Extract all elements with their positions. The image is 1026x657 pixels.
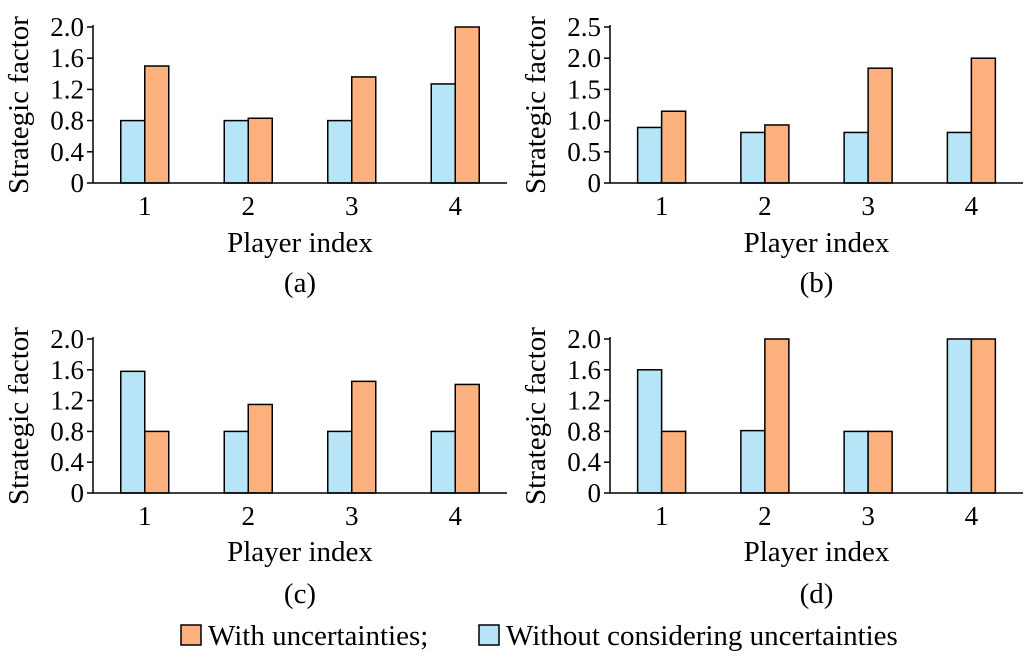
legend-swatch-with — [180, 624, 202, 646]
bar-with-3 — [351, 76, 377, 184]
y-tick-label: 0 — [71, 168, 85, 198]
bar-without-4 — [430, 430, 456, 494]
y-tick-label: 0.8 — [50, 416, 84, 446]
y-tick-label: 0.4 — [567, 447, 601, 477]
x-tick-label: 3 — [345, 191, 359, 221]
chart-panel-3: 1 2 3 4 00.40.81.21.62.0 Player index Strategi… — [3, 324, 507, 610]
y-tick-label: 2.0 — [567, 324, 601, 354]
bar-with-2 — [247, 117, 273, 184]
bar-without-1 — [636, 126, 663, 184]
y-tick-label: 0.8 — [50, 106, 84, 136]
x-tick-label: 4 — [449, 191, 463, 221]
y-tick-label: 1.0 — [567, 106, 601, 136]
bar-without-3 — [843, 131, 869, 184]
legend: With uncertainties; Without considering … — [180, 620, 898, 652]
panel-label: (b) — [800, 267, 834, 299]
chart-panel-4: 1 2 3 4 00.40.81.21.62.0 Player index Strategi… — [520, 324, 1023, 610]
bar-without-1 — [120, 370, 146, 494]
bar-without-4 — [946, 338, 973, 494]
x-tick-label: 2 — [758, 501, 772, 531]
y-tick-label: 2.5 — [567, 12, 601, 42]
bar-without-3 — [327, 119, 353, 184]
bar-with-2 — [247, 403, 273, 494]
x-axis-label: Player index — [744, 227, 890, 259]
bar-with-1 — [660, 430, 687, 494]
y-tick-label: 0 — [71, 478, 85, 508]
x-tick-label: 4 — [965, 501, 979, 531]
x-tick-label: 1 — [138, 191, 152, 221]
x-tick-label: 3 — [861, 191, 875, 221]
y-tick-label: 0.8 — [567, 416, 601, 446]
panel-label: (c) — [284, 578, 316, 610]
x-tick-label: 1 — [655, 191, 669, 221]
legend-label-without: Without considering uncertainties — [506, 620, 898, 652]
y-tick-label: 1.2 — [50, 386, 84, 416]
y-tick-label: 0 — [588, 478, 602, 508]
y-tick-label: 1.5 — [567, 74, 601, 104]
bar-with-1 — [660, 110, 687, 184]
x-tick-label: 1 — [655, 501, 669, 531]
x-axis-label: Player index — [227, 536, 373, 568]
bar-without-1 — [636, 369, 663, 494]
bar-with-4 — [454, 26, 480, 184]
bar-without-2 — [223, 430, 249, 494]
bar-without-2 — [740, 429, 766, 494]
legend-label-with: With uncertainties; — [208, 620, 428, 652]
y-tick-label: 0.4 — [50, 137, 84, 167]
x-tick-label: 2 — [758, 191, 772, 221]
legend-swatch-without — [478, 624, 500, 646]
bar-without-3 — [843, 430, 869, 494]
y-tick-label: 1.2 — [567, 386, 601, 416]
y-tick-label: 1.6 — [567, 355, 601, 385]
y-tick-label: 1.6 — [50, 355, 84, 385]
bar-without-3 — [327, 430, 353, 494]
y-tick-label: 1.6 — [50, 43, 84, 73]
chart-panel-2: 1 2 3 4 00.51.01.52.02.5 Player index Strategi… — [520, 12, 1023, 299]
y-axis-label: Strategic factor — [520, 327, 552, 505]
bar-without-1 — [120, 119, 146, 184]
y-tick-label: 0.5 — [567, 137, 601, 167]
panel-label: (d) — [800, 578, 834, 610]
bar-with-1 — [144, 430, 170, 494]
bar-with-2 — [764, 124, 790, 184]
bar-with-2 — [764, 338, 790, 494]
bar-with-4 — [454, 383, 480, 494]
x-axis-label: Player index — [744, 536, 890, 568]
bar-with-4 — [970, 57, 997, 184]
bar-with-3 — [351, 380, 377, 494]
y-tick-label: 2.0 — [50, 12, 84, 42]
x-tick-label: 3 — [861, 501, 875, 531]
y-tick-label: 2.0 — [50, 324, 84, 354]
bar-without-2 — [740, 131, 766, 184]
bar-with-3 — [867, 67, 893, 184]
x-axis-label: Player index — [227, 227, 373, 259]
x-tick-label: 2 — [242, 501, 256, 531]
bar-without-4 — [946, 131, 973, 184]
bar-with-1 — [144, 65, 170, 184]
bar-without-4 — [430, 83, 456, 184]
y-tick-label: 0 — [588, 168, 602, 198]
y-axis-label: Strategic factor — [520, 16, 552, 194]
y-axis-label: Strategic factor — [3, 327, 35, 505]
y-tick-label: 1.2 — [50, 74, 84, 104]
bar-with-4 — [970, 338, 997, 494]
x-tick-label: 4 — [965, 191, 979, 221]
panel-label: (a) — [284, 267, 316, 299]
y-axis-label: Strategic factor — [3, 16, 35, 194]
y-tick-label: 2.0 — [567, 43, 601, 73]
bar-without-2 — [223, 119, 249, 184]
x-tick-label: 2 — [242, 191, 256, 221]
x-tick-label: 1 — [138, 501, 152, 531]
x-tick-label: 3 — [345, 501, 359, 531]
chart-panel-1: 1 2 3 4 00.40.81.21.62.0 Player index Strategi… — [3, 12, 507, 299]
bar-with-3 — [867, 430, 893, 494]
y-tick-label: 0.4 — [50, 447, 84, 477]
x-tick-label: 4 — [449, 501, 463, 531]
